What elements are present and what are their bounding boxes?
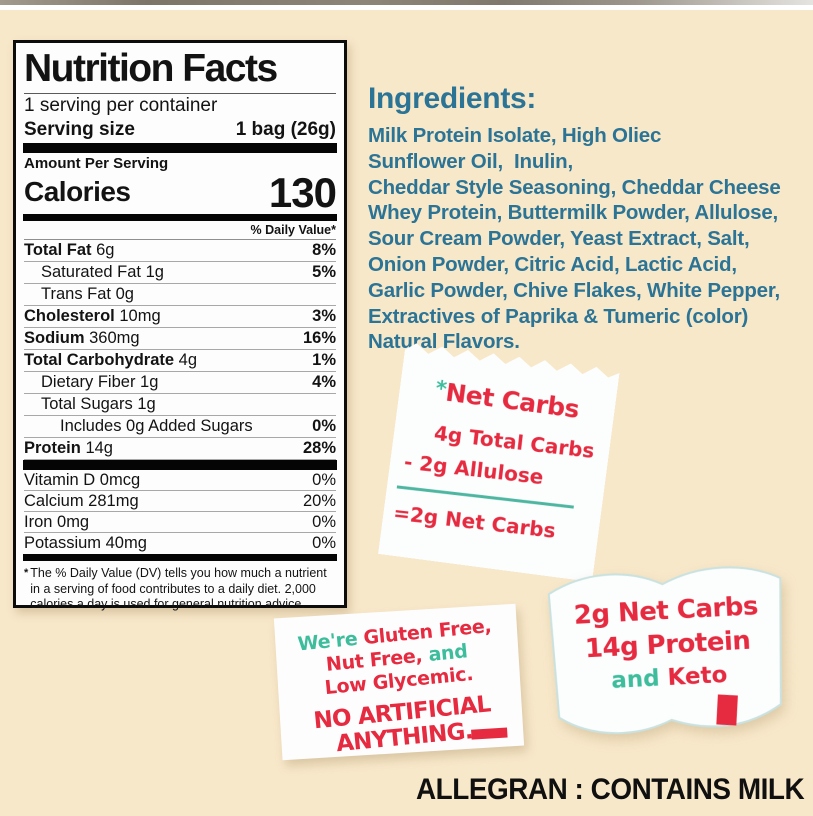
ingredient-line: Sunflower Oil, Inulin, [368,149,573,173]
allergen-statement: ALLEGRAN : CONTAINS MILK [416,773,805,806]
serving-size-row: Serving size 1 bag (26g) [24,117,336,143]
nutrient-row-protein: Protein 14g 28% [24,438,336,460]
ingredients-heading: Ingredients: [368,82,537,115]
net-carbs-note: *Net Carbs 4g Total Carbs - 2g Allulose … [378,342,620,582]
claims-card: We're Gluten Free, Nut Free, and Low Gly… [273,603,525,761]
ingredient-line: Sour Cream Powder, Yeast Extract, Salt, [368,227,750,251]
calories-row: Calories 130 [24,169,337,216]
footnote-asterisk: * [24,567,29,579]
nutrient-row-total-sugars: Total Sugars 1g [24,394,336,416]
vitamin-row-vitamin-d: Vitamin D 0mcg 0% [24,470,336,491]
calories-value: 130 [268,169,337,216]
ingredient-line: Milk Protein Isolate, High Oliec [368,124,662,147]
nutrient-row-sodium: Sodium 360mg 16% [24,328,336,350]
nutrient-row-added-sugars: Includes 0g Added Sugars 0% [24,416,336,438]
nutrition-facts-title: Nutrition Facts [24,45,336,94]
nutrient-row-saturated-fat: Saturated Fat 1g 5% [24,262,336,284]
nutrient-row-cholesterol: Cholesterol 10mg 3% [24,306,336,328]
divider-bar-thick [23,143,337,153]
package-top-edge [0,0,813,5]
nutrient-row-total-fat: Total Fat 6g 8% [24,240,336,262]
daily-value-header: % Daily Value* [24,221,336,240]
ingredient-line: Natural Flavors. [368,330,520,354]
ingredient-line: Garlic Powder, Chive Flakes, White Peppe… [368,278,781,302]
nutrient-row-total-carbohydrate: Total Carbohydrate 4g 1% [24,350,336,372]
package-top-edge-highlight [0,5,813,10]
nutrient-row-trans-fat: Trans Fat 0g [24,284,336,306]
keto-book-badge: 2g Net Carbs 14g Protein and Keto [537,552,798,753]
calories-label: Calories [24,176,131,207]
divider-bar-medium [23,214,337,221]
serving-size-value: 1 bag (26g) [235,119,336,140]
ingredient-line: Cheddar Style Seasoning, Cheddar Cheese [368,175,781,199]
serving-size-label: Serving size [24,119,135,140]
nutrient-row-dietary-fiber: Dietary Fiber 1g 4% [24,372,336,394]
vitamin-row-calcium: Calcium 281mg 20% [24,491,336,512]
vitamin-row-potassium: Potassium 40mg 0% [24,534,336,552]
net-carbs-title: *Net Carbs [434,376,581,424]
divider-bar-medium [23,554,337,561]
ingredients-section: Ingredients: Milk Protein Isolate, High … [368,82,781,355]
amount-per-serving-label: Amount Per Serving [24,155,169,172]
servings-per-container: 1 serving per container [24,95,218,116]
ingredient-line: Whey Protein, Buttermilk Powder, Allulos… [368,201,779,225]
ingredient-line: Onion Powder, Citric Acid, Lactic Acid, [368,252,737,276]
vitamin-row-iron: Iron 0mg 0% [24,512,336,533]
open-book-shape [547,566,782,735]
divider-bar-thick [23,460,337,470]
daily-value-footnote: * The % Daily Value (DV) tells you how m… [24,566,327,611]
ingredient-line: Extractives of Paprika & Tumeric (color) [368,304,749,328]
nutrition-facts-panel: Nutrition Facts 1 serving per container … [13,40,347,611]
bookmark-ribbon-icon [716,694,738,726]
